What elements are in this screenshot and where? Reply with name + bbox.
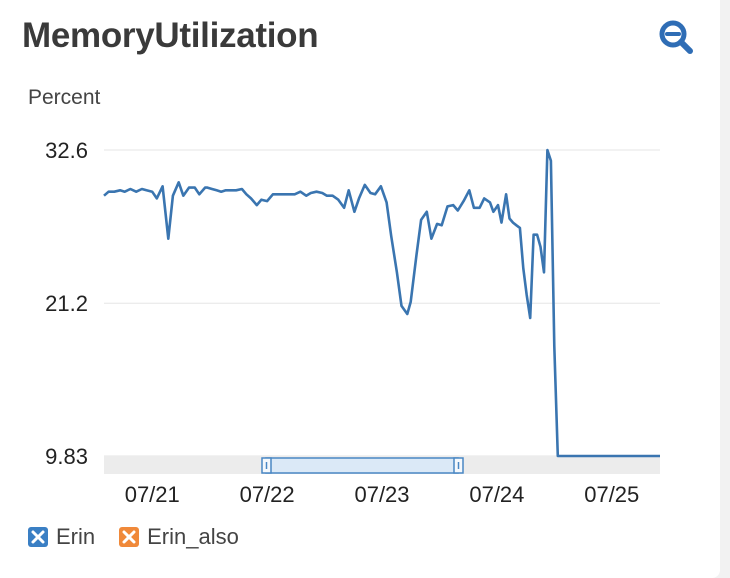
series-line-erin [103, 148, 660, 458]
series-lines [103, 148, 660, 458]
legend-label: Erin_also [147, 524, 239, 549]
y-axis-label: Percent [28, 86, 101, 109]
x-tick-label: 07/23 [354, 482, 409, 507]
y-tick-label: 32.6 [45, 138, 88, 163]
navigator-window[interactable] [265, 457, 459, 474]
y-tick-label: 21.2 [45, 291, 88, 316]
grid-lines [104, 149, 660, 457]
y-tick-labels: 32.6 21.2 9.83 [45, 138, 88, 469]
x-tick-label: 07/21 [125, 482, 180, 507]
zoom-out-icon [659, 20, 693, 54]
legend-item-erin-also[interactable]: Erin_also [119, 524, 239, 550]
x-icon [28, 527, 48, 547]
x-tick-label: 07/22 [240, 482, 295, 507]
line-chart: Percent 32.621.29.83 07/21 07/22 07/23 07/2… [28, 86, 660, 507]
y-tick-label: 9.83 [45, 444, 88, 469]
x-tick-labels: 07/21 07/22 07/23 07/24 07/25 [125, 482, 640, 507]
x-icon [119, 527, 140, 547]
x-tick-label: 07/25 [584, 482, 639, 507]
legend: Erin Erin_also [28, 524, 263, 550]
widget-title: MemoryUtilization [22, 16, 319, 55]
zoom-out-button[interactable] [656, 18, 696, 58]
legend-item-erin[interactable]: Erin [28, 524, 95, 550]
x-tick-label: 07/24 [469, 482, 524, 507]
time-navigator[interactable] [104, 456, 660, 474]
legend-label: Erin [56, 524, 96, 549]
